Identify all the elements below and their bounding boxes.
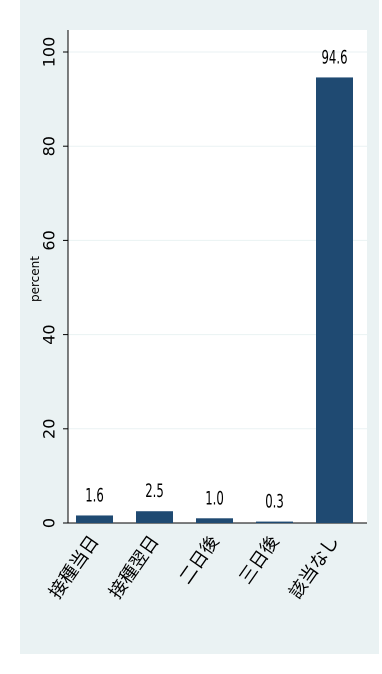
y-tick-label: 80 [40, 136, 59, 156]
y-tick-label: 20 [40, 419, 59, 439]
x-tick-label: 接種当日 [45, 532, 103, 603]
y-tick-label: 0 [40, 518, 59, 528]
bar [76, 515, 113, 523]
y-tick-label: 60 [40, 230, 59, 250]
x-tick-label: 接種翌日 [105, 532, 163, 603]
y-axis-title: percent [28, 256, 42, 302]
data-label: 2.5 [145, 480, 164, 502]
data-label: 94.6 [321, 47, 347, 69]
bar [256, 521, 293, 524]
y-axis-ticks: 0 20 40 60 80 100 [40, 37, 68, 528]
x-tick-label: 該当なし [285, 532, 343, 603]
bar [316, 77, 353, 524]
data-label: 0.3 [265, 491, 284, 513]
y-tick-label: 100 [40, 37, 59, 68]
x-tick-label: 三日後 [235, 532, 283, 588]
x-axis-labels: 接種当日 接種翌日 二日後 三日後 該当なし [45, 532, 343, 603]
bar [196, 518, 233, 523]
x-tick-label: 二日後 [175, 532, 223, 588]
data-labels: 1.6 2.5 1.0 0.3 94.6 [85, 47, 347, 513]
bars [76, 77, 353, 524]
data-label: 1.0 [205, 487, 224, 509]
bar [136, 511, 173, 523]
data-label: 1.6 [85, 485, 104, 507]
y-tick-label: 40 [40, 324, 59, 344]
